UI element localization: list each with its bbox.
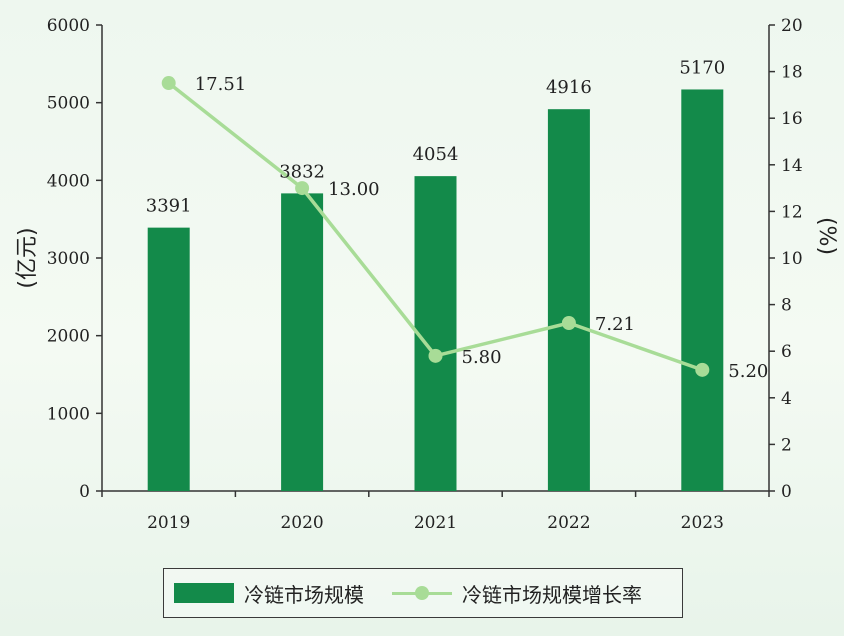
y-left-tick-label: 4000	[47, 171, 90, 191]
growth-value-label: 17.51	[195, 74, 247, 95]
y-right-tick-label: 14	[781, 156, 803, 176]
growth-line	[161, 76, 710, 377]
legend-item-bar: 冷链市场规模	[164, 579, 364, 608]
x-tick-label: 2021	[414, 513, 457, 533]
bar-value-label: 5170	[679, 57, 725, 78]
bar	[147, 227, 190, 492]
bar	[681, 89, 724, 492]
bar-value-label: 3832	[279, 161, 325, 182]
growth-value-label: 5.80	[462, 347, 502, 368]
legend-item-line: 冷链市场规模增长率	[364, 579, 642, 608]
y-axis-right-label: (%)	[814, 217, 839, 255]
bar	[547, 109, 590, 491]
y-axis-left-label: (亿元)	[15, 227, 40, 288]
y-right-tick-label: 2	[781, 435, 792, 455]
growth-point	[161, 76, 176, 91]
growth-point	[561, 316, 576, 331]
bar-value-label: 3391	[146, 196, 192, 217]
x-tick-label: 2023	[681, 513, 724, 533]
y-right-tick-label: 16	[781, 109, 803, 129]
axes: 0 1000 2000 3000 4000 5000 6000 0 2 4 6 8 10 12 14 16 18…	[47, 16, 803, 533]
growth-value-label: 13.00	[328, 179, 380, 200]
y-right-tick-label: 20	[781, 16, 803, 36]
legend-line-label: 冷链市场规模增长率	[462, 582, 642, 607]
y-right-tick-label: 10	[781, 249, 803, 269]
x-tick-label: 2020	[280, 513, 323, 533]
y-right-tick-label: 8	[781, 296, 792, 316]
y-right-tick-label: 18	[781, 63, 803, 83]
x-tick-label: 2022	[547, 513, 590, 533]
legend-bar-swatch	[174, 583, 234, 603]
bar	[414, 176, 457, 491]
y-right-tick-label: 4	[781, 389, 792, 409]
y-left-tick-label: 6000	[47, 16, 90, 36]
y-left-tick-label: 1000	[47, 404, 90, 424]
data-labels: 3391 3832 4054 4916 5170 17.51 13.00 5.80 7.21 5.…	[146, 57, 769, 381]
legend-bar-label: 冷链市场规模	[244, 582, 364, 607]
bar	[281, 193, 324, 491]
legend-line-swatch	[392, 583, 452, 603]
bars	[147, 89, 724, 492]
growth-point	[695, 362, 710, 377]
bar-value-label: 4916	[546, 77, 592, 98]
y-left-tick-label: 5000	[47, 94, 90, 114]
x-tick-label: 2019	[147, 513, 190, 533]
bar-value-label: 4054	[413, 144, 459, 165]
y-right-tick-label: 6	[781, 342, 792, 362]
growth-point	[295, 181, 310, 196]
y-left-tick-label: 2000	[47, 327, 90, 347]
growth-value-label: 7.21	[595, 314, 635, 335]
y-right-tick-label: 12	[781, 202, 803, 222]
legend: 冷链市场规模 冷链市场规模增长率	[163, 568, 683, 618]
y-right-tick-label: 0	[781, 482, 792, 502]
y-left-tick-label: 0	[79, 482, 90, 502]
growth-point	[428, 348, 443, 363]
growth-value-label: 5.20	[728, 361, 768, 382]
y-left-tick-label: 3000	[47, 249, 90, 269]
